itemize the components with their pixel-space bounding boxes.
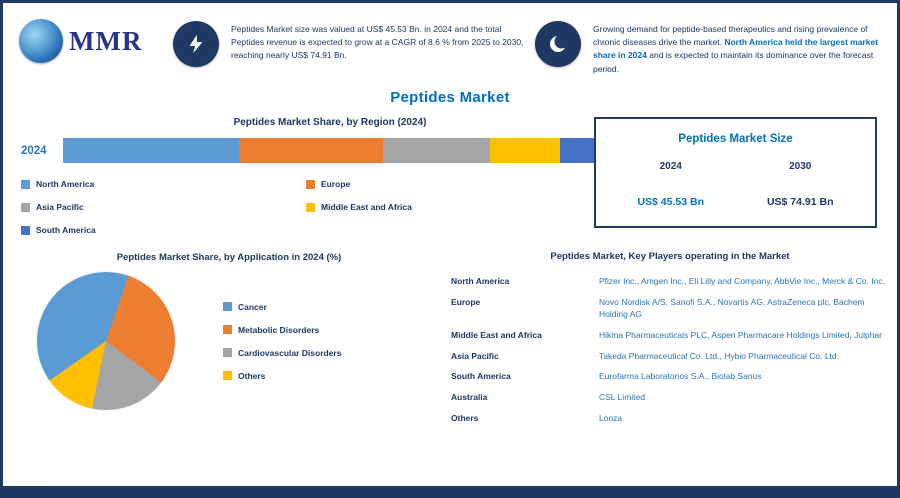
legend-item-cardiovascular-disorders: Cardiovascular Disorders	[223, 348, 341, 358]
market-size-values: US$ 45.53 Bn US$ 74.91 Bn	[606, 196, 865, 208]
lightning-icon	[173, 21, 219, 67]
value-end: US$ 74.91 Bn	[766, 196, 834, 208]
bar-chart-title: Peptides Market Share, by Region (2024)	[233, 117, 427, 128]
legend-label: Cancer	[238, 301, 267, 312]
key-players-title: Peptides Market, Key Players operating i…	[550, 251, 790, 262]
application-share-chart: Peptides Market Share, by Application in…	[23, 251, 435, 411]
legend-item-middle-east-and-africa: Middle East and Africa	[306, 202, 591, 212]
page-title: Peptides Market	[390, 89, 510, 106]
legend-label: Middle East and Africa	[321, 202, 412, 212]
legend-swatch	[223, 348, 232, 358]
insight-text-after: and is expected to maintain its dominanc…	[593, 50, 874, 74]
key-player-row-europe: Europe Novo Nordisk A/S, Sanofi S.A., Nov…	[451, 297, 889, 321]
legend-swatch	[306, 179, 315, 189]
key-player-row-asia-pacific: Asia Pacific Takeda Pharmaceutical Co. Lt…	[451, 351, 889, 363]
mmr-logo: MMR	[19, 19, 142, 63]
legend-item-cancer: Cancer	[223, 302, 341, 312]
key-player-companies: Lonza	[599, 413, 623, 424]
bar-segment-north-america	[63, 138, 240, 163]
insight-text-before: Growing demand for peptide-based therape…	[593, 24, 868, 48]
legend-swatch	[223, 371, 232, 381]
key-player-companies: Pfizer Inc., Amgen Inc., Eli Lilly and C…	[599, 276, 885, 286]
legend-swatch	[223, 325, 232, 335]
legend-item-south-america: South America	[21, 225, 306, 235]
bar-year-label: 2024	[21, 144, 47, 157]
key-players-list: North America Pfizer Inc., Amgen Inc., El…	[451, 276, 889, 425]
header-highlight-1: Peptides Market size was valued at US$ 4…	[173, 21, 525, 67]
globe-icon	[19, 19, 63, 63]
legend-item-europe: Europe	[306, 179, 591, 189]
key-player-region-label: Europe	[451, 296, 481, 307]
legend-label: Cardiovascular Disorders	[238, 347, 342, 358]
legend-item-north-america: North America	[21, 179, 306, 189]
value-start: US$ 45.53 Bn	[637, 196, 705, 208]
bar-segment-asia-pacific	[383, 138, 491, 163]
legend-item-metabolic-disorders: Metabolic Disorders	[223, 325, 341, 335]
key-player-companies: Novo Nordisk A/S, Sanofi S.A., Novartis …	[599, 296, 865, 319]
key-player-region-label: Others	[451, 413, 479, 424]
legend-label: Others	[238, 370, 266, 381]
key-player-region-label: Australia	[451, 392, 488, 403]
legend-swatch	[21, 225, 30, 235]
key-player-row-middle-east-and-africa: Middle East and Africa Hikma Pharmaceutic…	[451, 330, 889, 342]
bar-segment-south-america	[559, 138, 597, 163]
key-player-region-label: South America	[451, 371, 511, 382]
legend-swatch	[21, 202, 30, 212]
key-player-region-label: Asia Pacific	[451, 350, 499, 361]
key-player-row-south-america: South America Eurofarma Laboratorios S.A.…	[451, 371, 889, 383]
insight-highlight: North America held the largest market sh…	[593, 37, 879, 61]
legend-label: South America	[36, 225, 96, 235]
market-size-title: Peptides Market Size	[678, 133, 793, 145]
key-player-companies: Takeda Pharmaceutical Co. Ltd., Hybio Ph…	[599, 350, 840, 361]
key-player-region-label: Middle East and Africa	[451, 329, 542, 340]
market-insight-text: Growing demand for peptide-based therape…	[593, 21, 887, 76]
bar-legend: North America Europe Asia Pacific Middle Ea…	[21, 179, 591, 235]
market-size-years: 2024 2030	[606, 161, 865, 172]
key-player-companies: Hikma Pharmaceuticals PLC, Aspen Pharmac…	[599, 329, 882, 340]
swoosh-icon	[535, 21, 581, 67]
bar-segment-europe	[239, 138, 384, 163]
pie-chart	[37, 272, 175, 411]
key-player-row-australia: Australia CSL Limited	[451, 392, 889, 404]
bar-chart-row: 2024	[21, 138, 597, 163]
legend-label: Metabolic Disorders	[238, 324, 320, 335]
legend-label: Asia Pacific	[36, 202, 84, 212]
header-highlight-2: Growing demand for peptide-based therape…	[535, 21, 887, 76]
key-player-companies: Eurofarma Laboratorios S.A., Biolab Sanu…	[599, 371, 762, 382]
year-end: 2030	[789, 161, 812, 172]
legend-item-asia-pacific: Asia Pacific	[21, 202, 306, 212]
legend-swatch	[21, 179, 30, 189]
key-player-companies: CSL Limited	[599, 392, 645, 403]
legend-swatch	[306, 202, 315, 212]
pie-chart-body: Cancer Metabolic Disorders Cardiovascular …	[23, 272, 435, 411]
region-share-chart: Peptides Market Share, by Region (2024) …	[21, 117, 597, 235]
legend-label: Europe	[321, 179, 351, 189]
brand-text: MMR	[69, 25, 143, 56]
key-player-row-others: Others Lonza	[451, 413, 889, 425]
market-size-box: Peptides Market Size 2024 2030 US$ 45.53…	[594, 117, 877, 228]
legend-item-others: Others	[223, 371, 341, 381]
legend-label: North America	[36, 179, 95, 189]
pie-chart-title: Peptides Market Share, by Application in…	[116, 252, 342, 263]
pie-legend: Cancer Metabolic Disorders Cardiovascular …	[223, 302, 341, 381]
key-player-row-north-america: North America Pfizer Inc., Amgen Inc., El…	[451, 276, 889, 288]
key-player-region-label: North America	[451, 276, 510, 286]
stacked-bar	[63, 138, 597, 163]
year-start: 2024	[659, 161, 682, 172]
bar-segment-middle-east-and-africa	[490, 138, 560, 163]
key-players-section: Peptides Market, Key Players operating i…	[451, 251, 889, 434]
legend-swatch	[223, 302, 232, 312]
bottom-accent-band	[3, 486, 897, 495]
market-summary-text: Peptides Market size was valued at US$ 4…	[231, 24, 524, 61]
